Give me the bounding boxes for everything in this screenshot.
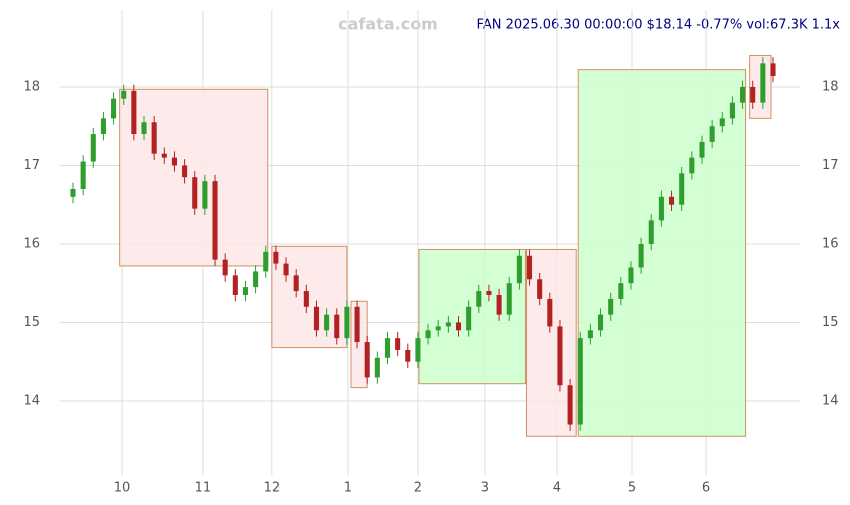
x-tick-label: 6: [702, 481, 710, 496]
candle-body: [719, 118, 725, 127]
x-tick-label: 1: [344, 481, 352, 496]
candle-body: [750, 86, 756, 103]
x-tick-label: 10: [114, 481, 131, 496]
candle-body: [303, 291, 309, 307]
candle-body: [658, 196, 664, 221]
range-box: [418, 248, 526, 385]
candle-body: [415, 338, 421, 362]
candle-body: [90, 134, 96, 162]
y-tick-label: 17: [23, 158, 40, 173]
candle-body: [516, 255, 522, 284]
candle-body: [567, 385, 573, 425]
candle-body: [405, 349, 411, 362]
candle-body: [729, 102, 735, 119]
candle-body: [354, 306, 360, 343]
candle-body: [344, 306, 350, 339]
candle-body: [689, 157, 695, 174]
y-tick-label-right: 18: [822, 79, 839, 94]
x-tick-label: 2: [414, 481, 422, 496]
candle-body: [161, 153, 167, 158]
y-tick-label-right: 17: [822, 158, 839, 173]
candle-body: [293, 275, 299, 292]
candle-body: [445, 322, 451, 327]
x-tick-label: 12: [264, 481, 281, 496]
candle-body: [455, 322, 462, 331]
candle-body: [202, 181, 208, 209]
candle-body: [141, 122, 147, 135]
candle-body: [121, 90, 127, 99]
x-tick-label: 3: [481, 481, 489, 496]
candle-body: [547, 298, 553, 327]
candle-body: [171, 157, 177, 166]
candle-body: [232, 275, 238, 295]
candle-body: [395, 338, 401, 350]
candle-body: [608, 298, 614, 315]
candle-body: [435, 326, 441, 331]
candle-body: [618, 283, 624, 299]
candle-body: [253, 271, 259, 288]
candle-body: [526, 255, 533, 280]
candle-body: [496, 294, 502, 315]
y-tick-label-right: 16: [822, 236, 839, 251]
candle-body: [222, 259, 228, 276]
y-tick-label-right: 15: [822, 315, 839, 330]
candle-body: [648, 220, 654, 244]
candle-body: [486, 291, 492, 295]
candle-body: [476, 291, 482, 307]
candle-body: [679, 173, 685, 205]
candle-body: [598, 314, 604, 331]
chart-title: FAN 2025.06.30 00:00:00 $18.14 -0.77% vo…: [477, 18, 841, 33]
candle-body: [557, 326, 563, 386]
range-box: [577, 69, 747, 437]
candle-body: [466, 306, 472, 331]
candle-body: [334, 314, 340, 339]
x-tick-label: 11: [195, 481, 212, 496]
candle-body: [577, 338, 583, 425]
y-tick-label: 14: [23, 393, 40, 408]
candle-body: [760, 63, 766, 103]
candle-body: [699, 141, 705, 158]
candle-body: [131, 90, 137, 135]
y-tick-label: 18: [23, 79, 40, 94]
candle-body: [587, 330, 593, 339]
candle-body: [111, 98, 117, 119]
candle-body: [506, 283, 512, 315]
y-tick-label-right: 14: [822, 393, 839, 408]
candle-body: [263, 251, 269, 272]
candle-body: [537, 279, 543, 299]
candle-body: [80, 161, 86, 189]
candle-body: [669, 196, 675, 205]
candle-body: [425, 330, 431, 339]
y-tick-label: 15: [23, 315, 40, 330]
candle-body: [313, 306, 320, 331]
candle-body: [242, 287, 248, 295]
candle-body: [182, 165, 188, 178]
watermark: cafata.com: [338, 15, 438, 34]
candle-body: [770, 63, 776, 76]
candle-body: [384, 338, 391, 358]
candle-body: [212, 181, 218, 260]
y-tick-label: 16: [23, 236, 40, 251]
candle-body: [273, 251, 279, 264]
candle-body: [740, 86, 746, 103]
candle-body: [151, 122, 157, 154]
candle-body: [324, 314, 330, 331]
candle-body: [709, 126, 715, 142]
candle-body: [70, 188, 76, 197]
candle-body: [283, 263, 289, 276]
candle-body: [374, 357, 380, 378]
candle-body: [364, 342, 370, 378]
candle-body: [192, 177, 198, 209]
x-tick-label: 5: [628, 481, 636, 496]
x-tick-label: 4: [553, 481, 561, 496]
candle-body: [100, 118, 106, 135]
candle-body: [638, 243, 644, 268]
candle-body: [628, 267, 634, 284]
